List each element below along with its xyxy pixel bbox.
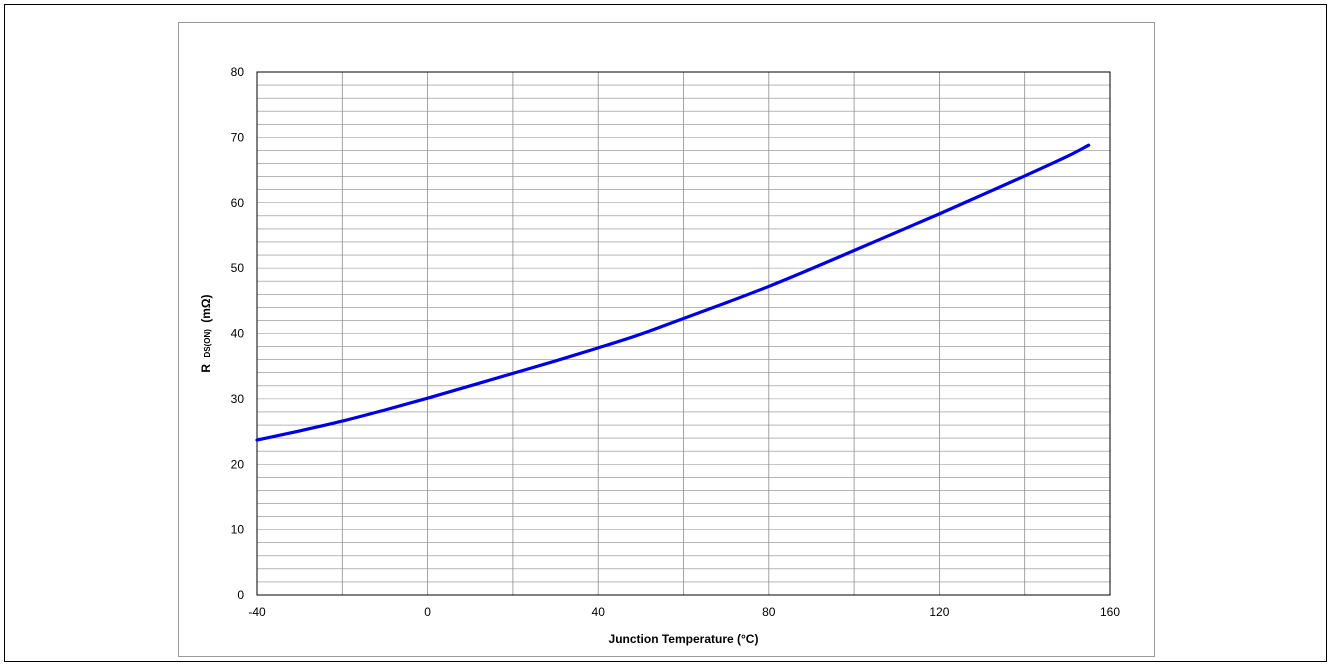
y-tick-label: 70	[231, 130, 245, 144]
y-tick-label: 60	[231, 196, 245, 210]
x-tick-label: -40	[248, 605, 266, 619]
y-tick-label: 40	[231, 327, 245, 341]
y-tick-label: 50	[231, 261, 245, 275]
x-tick-label: 80	[762, 605, 776, 619]
plot-area-border	[256, 71, 1111, 596]
series-group	[255, 143, 1091, 442]
y-axis-title-sub: DS(ON)	[203, 329, 212, 358]
series-line	[255, 143, 1091, 442]
y-axis-title: R DS(ON) (mΩ)	[199, 294, 213, 372]
chart-area	[178, 22, 1155, 657]
y-tick-labels: 0 10 20 30 40 50 60 70 80	[231, 65, 245, 602]
y-tick-label: 10	[231, 523, 245, 537]
chart-frame	[4, 4, 1327, 662]
y-tick-label: 30	[231, 392, 245, 406]
y-tick-label: 0	[237, 588, 244, 602]
x-tick-label: 40	[592, 605, 606, 619]
y-axis-title-main: R	[199, 364, 213, 373]
x-tick-label: 160	[1100, 605, 1120, 619]
x-tick-labels: -40 0 40 80 120 160	[248, 605, 1120, 619]
x-axis-title: Junction Temperature (°C)	[609, 632, 759, 646]
y-axis-title-unit: (mΩ)	[199, 294, 213, 322]
y-tick-label: 20	[231, 457, 245, 471]
grid-lines	[257, 72, 1110, 595]
x-tick-label: 120	[929, 605, 949, 619]
x-tick-label: 0	[424, 605, 431, 619]
y-tick-label: 80	[231, 65, 245, 79]
